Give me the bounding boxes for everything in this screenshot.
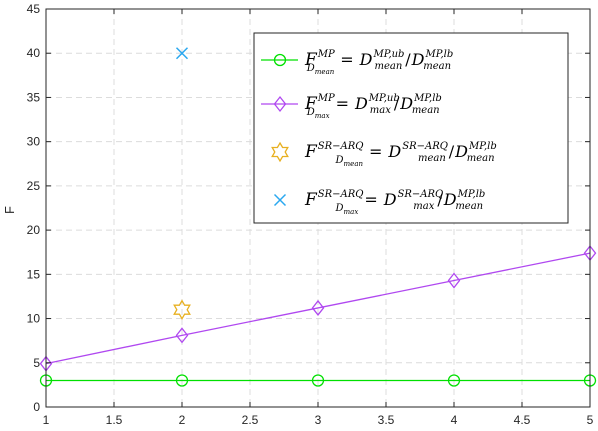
y-tick-label: 35 <box>27 90 41 104</box>
data-point-mp_max <box>175 327 189 344</box>
x-tick-label: 2.5 <box>242 413 259 427</box>
legend-label-part: mean <box>412 105 440 116</box>
y-tick-label: 30 <box>27 135 41 149</box>
x-tick-label: 1.5 <box>106 413 123 427</box>
legend-label: FMP Dmean= DMP,ub mean/DMP,lb mean <box>304 49 453 76</box>
legend-label-part: D <box>443 190 457 209</box>
legend-label-part: D <box>335 155 344 166</box>
y-tick-label: 45 <box>27 2 41 16</box>
legend-box <box>253 32 569 224</box>
data-point-mp_max <box>311 299 325 316</box>
data-point-sr_mean <box>173 299 191 321</box>
legend-label: FMP Dmax= DMP,ub max/DMP,lb mean <box>304 93 442 120</box>
legend-marker <box>273 95 287 113</box>
legend-label-part: D <box>306 63 315 74</box>
legend-label-part: mean <box>423 61 451 72</box>
x-tick-label: 4 <box>451 413 458 427</box>
legend-label-part: max <box>344 208 359 216</box>
x-tick-label: 5 <box>587 413 594 427</box>
legend-label-part: SR−ARQ <box>318 189 364 200</box>
legend-label-part: / <box>449 142 455 161</box>
legend-label-part: F <box>304 50 318 70</box>
legend-label-part: MP,ub <box>368 93 400 104</box>
legend-label: FSR−ARQ Dmax= DSR−ARQ max/DMP,lb mean <box>304 189 485 216</box>
legend-label-part: MP <box>317 49 335 60</box>
legend-label-part: = <box>369 142 382 161</box>
legend-label-part: MP,lb <box>457 189 486 200</box>
y-tick-label: 40 <box>27 46 41 60</box>
x-tick-label: 1 <box>43 413 50 427</box>
data-point-sr_max <box>175 47 189 60</box>
legend-label-part: D <box>411 50 425 69</box>
y-tick-label: 0 <box>33 400 40 414</box>
data-point-mp_max <box>447 272 461 289</box>
legend-entry-mp_mean: FMP Dmean= DMP,ub mean/DMP,lb mean <box>261 49 453 76</box>
legend-label-part: = <box>364 190 377 209</box>
legend-label-part: F <box>304 94 318 114</box>
legend-label-part: D <box>335 203 344 214</box>
legend-entry-mp_max: FMP Dmax= DMP,ub max/DMP,lb mean <box>261 93 442 120</box>
legend-label-part: MP,ub <box>373 49 405 60</box>
legend-label-part: D <box>306 107 315 118</box>
legend-label-part: max <box>370 105 391 116</box>
legend-label-part: D <box>359 50 373 69</box>
legend-label-part: / <box>437 190 443 209</box>
data-point-mp_mean <box>175 374 189 387</box>
y-tick-label: 25 <box>27 179 41 193</box>
legend-label-part: SR−ARQ <box>318 141 364 152</box>
legend-label-part: D <box>399 94 413 113</box>
y-tick-label: 15 <box>27 267 41 281</box>
x-tick-label: 3 <box>315 413 322 427</box>
legend-label-part: F <box>304 142 318 162</box>
x-tick-label: 4.5 <box>514 413 531 427</box>
legend-label-part: SR−ARQ <box>402 141 448 152</box>
legend-label-part: max <box>315 112 330 120</box>
legend-label-part: MP,lb <box>413 93 442 104</box>
legend-label-part: = <box>336 94 349 113</box>
legend-marker <box>271 141 289 163</box>
legend-label-part: MP,lb <box>468 141 497 152</box>
legend-label-part: MP <box>317 93 335 104</box>
x-tick-label: 2 <box>179 413 186 427</box>
legend-label-part: MP,lb <box>425 49 454 60</box>
legend-entry-sr_mean: FSR−ARQ Dmean= DSR−ARQ mean/DMP,lb mean <box>271 141 497 168</box>
legend-entry-sr_max: FSR−ARQ Dmax= DSR−ARQ max/DMP,lb mean <box>273 189 485 216</box>
data-point-mp_mean <box>447 374 461 387</box>
y-tick-label: 10 <box>27 312 41 326</box>
y-axis-label: F <box>2 206 17 214</box>
legend-marker <box>273 53 287 67</box>
legend-label-part: D <box>354 94 368 113</box>
legend-label-part: mean <box>374 61 402 72</box>
y-tick-label: 5 <box>33 356 40 370</box>
axis-ticks: 1 1.5 2 2.5 3 3.5 4 4.5 5 0 5 10 15 20 25 30 35 40 45 <box>27 2 594 427</box>
legend-marker <box>273 193 287 207</box>
legend-label-part: mean <box>467 153 495 164</box>
legend-label: FSR−ARQ Dmean= DSR−ARQ mean/DMP,lb mean <box>304 141 497 168</box>
legend-label-part: mean <box>344 160 364 168</box>
legend-label-part: D <box>383 190 397 209</box>
y-tick-label: 20 <box>27 223 41 237</box>
legend-label-part: mean <box>315 68 335 76</box>
legend-label-part: D <box>387 142 401 161</box>
legend-label-part: mean <box>418 153 446 164</box>
series-line-mp_max <box>45 252 591 365</box>
legend-label-part: SR−ARQ <box>398 189 444 200</box>
legend-label-part: / <box>394 94 400 113</box>
data-point-mp_mean <box>311 374 325 387</box>
legend-label-part: max <box>413 201 434 212</box>
legend-label-part: F <box>304 190 318 210</box>
legend-label-part: = <box>340 50 353 69</box>
x-tick-label: 3.5 <box>378 413 395 427</box>
series-lines <box>45 252 591 382</box>
legend-label-part: mean <box>455 201 483 212</box>
legend-label-part: D <box>454 142 468 161</box>
legend-label-part: / <box>405 50 411 69</box>
